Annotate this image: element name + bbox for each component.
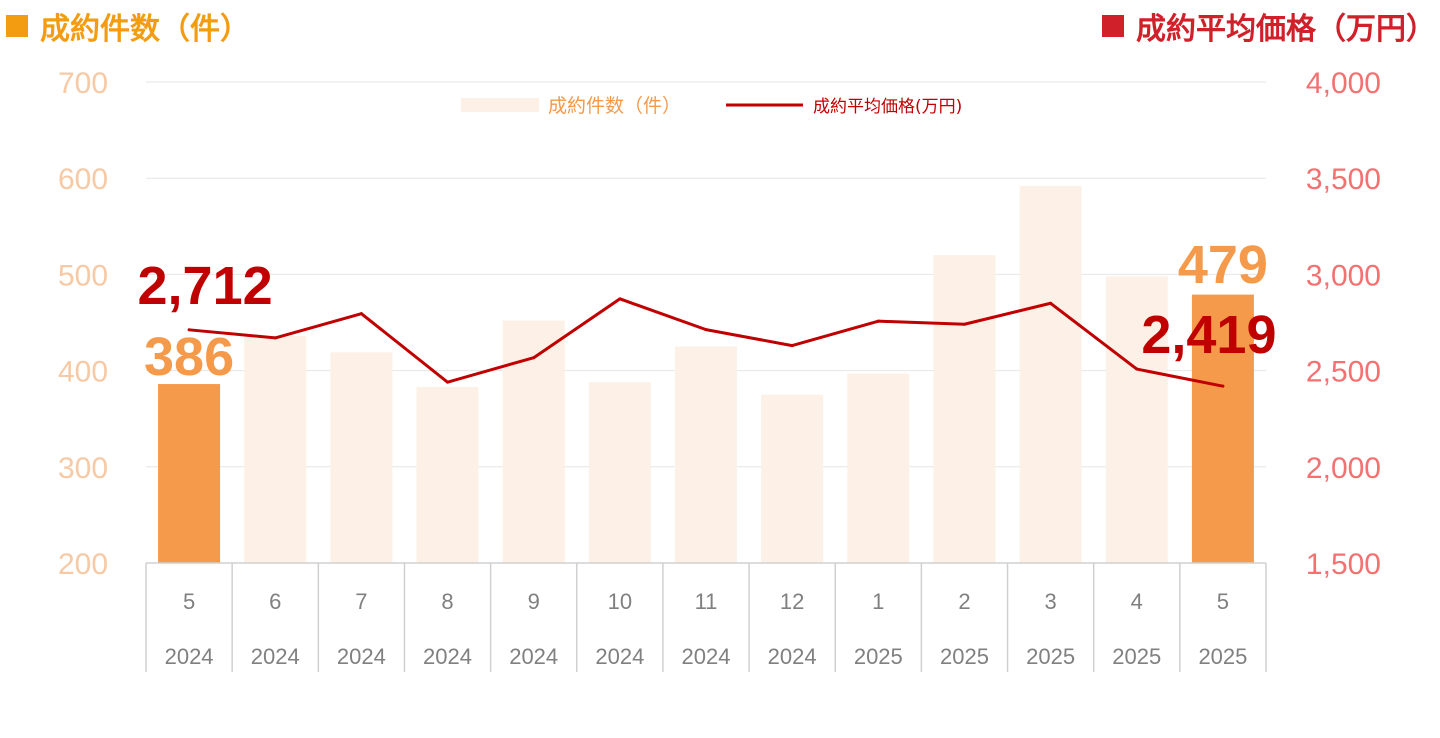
line-data-label: 2,712 [138,256,273,316]
legend-bar-label: 成約件数（件） [548,95,681,117]
bar [761,394,824,563]
x-tick-year: 2024 [509,644,558,669]
right-axis-header: 成約平均価格（万円） [1102,4,1436,48]
x-tick-month: 3 [1044,589,1056,614]
x-tick-year: 2024 [595,644,644,669]
price-point [1135,367,1139,371]
price-point [1049,301,1053,305]
x-tick-month: 8 [441,589,453,614]
x-tick-year: 2024 [768,644,817,669]
right-axis-header-text: 成約平均価格（万円） [1136,12,1436,47]
right-axis-tick-label: 3,000 [1306,259,1381,292]
bar-highlight [158,384,221,563]
x-tick-year: 2024 [682,644,731,669]
left-axis-tick-label: 500 [58,259,108,292]
bar [675,346,737,563]
x-tick-year: 2025 [854,644,903,669]
bar-data-label: 479 [1178,235,1268,295]
price-point [790,344,794,348]
legend-bar-swatch [461,98,539,112]
right-axis-tick-label: 3,500 [1306,163,1381,196]
x-tick-year: 2025 [1198,644,1247,669]
price-point [876,319,880,323]
right-axis-tick-label: 4,000 [1306,67,1381,100]
x-tick-month: 1 [872,589,884,614]
price-point [187,328,191,332]
left-axis-header: 成約件数（件） [6,4,250,48]
left-axis-tick-label: 300 [58,452,108,485]
x-tick-year: 2024 [165,644,214,669]
bar [416,386,479,563]
x-tick-month: 9 [528,589,540,614]
x-tick-month: 7 [355,589,367,614]
line-data-label: 2,419 [1141,305,1276,365]
bar-highlight [1191,294,1254,563]
price-point [1221,384,1225,388]
x-tick-month: 5 [1217,589,1229,614]
price-point [273,336,277,340]
price-point [962,322,966,326]
bar [502,320,565,563]
legend-line-label: 成約平均価格(万円) [813,97,962,117]
x-tick-month: 2 [958,589,970,614]
bar-data-label: 386 [144,327,234,387]
orange-square-icon [6,15,28,37]
bar [933,255,996,563]
red-square-icon [1102,15,1124,37]
bar [1105,276,1168,563]
x-tick-year: 2025 [1026,644,1075,669]
bar [588,382,651,563]
price-point [618,297,622,301]
bar [330,352,393,563]
price-point [359,312,363,316]
bar [244,335,307,563]
left-axis-tick-label: 600 [58,163,108,196]
price-point [446,380,450,384]
left-axis-tick-label: 700 [58,67,108,100]
x-tick-year: 2025 [1112,644,1161,669]
right-axis-tick-label: 2,000 [1306,452,1381,485]
left-axis-tick-label: 200 [58,548,108,581]
x-tick-year: 2024 [423,644,472,669]
price-point [704,328,708,332]
x-tick-month: 4 [1131,589,1143,614]
x-tick-month: 10 [608,589,632,614]
x-tick-year: 2024 [251,644,300,669]
bar [847,373,910,563]
right-axis-tick-label: 2,500 [1306,356,1381,389]
x-tick-month: 11 [695,589,718,614]
x-tick-month: 12 [780,589,804,614]
left-axis-tick-label: 400 [58,356,108,389]
x-tick-year: 2024 [337,644,386,669]
bar [1019,185,1082,563]
x-tick-month: 6 [269,589,281,614]
x-tick-year: 2025 [940,644,989,669]
right-axis-tick-label: 1,500 [1306,548,1381,581]
price-point [532,356,536,360]
left-axis-header-text: 成約件数（件） [40,12,250,47]
x-tick-month: 5 [183,589,195,614]
